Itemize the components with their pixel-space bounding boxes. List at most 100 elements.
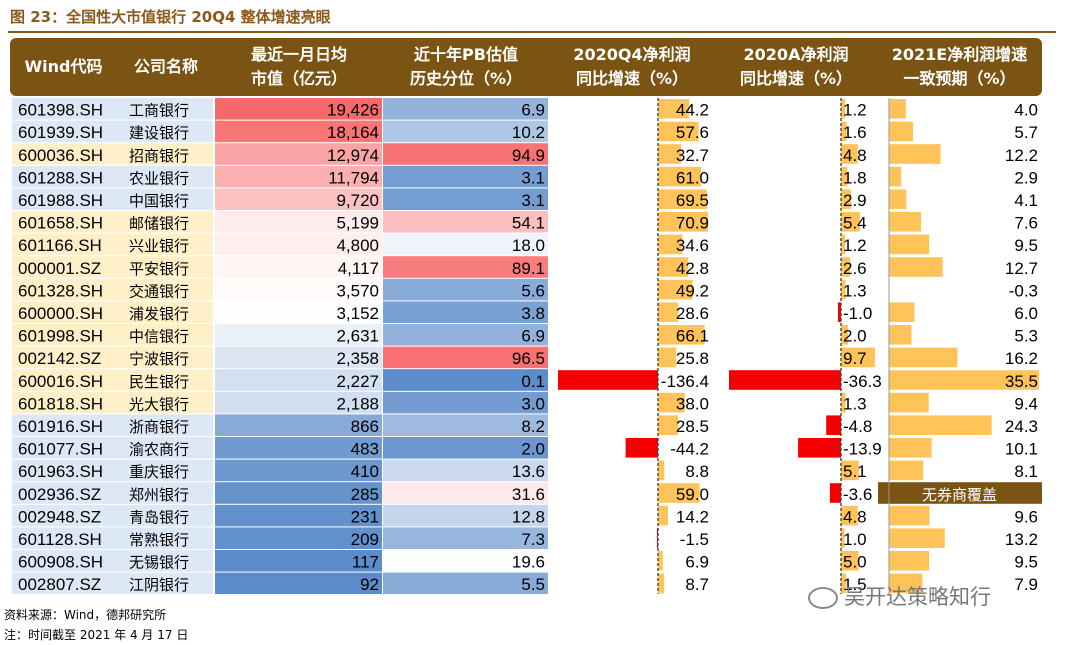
cell-q4: 42.8 [676,259,709,278]
pb-cell [383,324,548,346]
a-bar [841,347,875,368]
cell-mktcap: 231 [351,507,379,526]
cell-q4: -136.4 [661,372,709,391]
column-header: 最近一月日均 [251,45,347,64]
row-label-bg [12,98,213,120]
cell-2021e: 5.7 [1014,123,1038,142]
cell-pb: 94.9 [512,146,545,165]
e2021-bar [889,505,930,526]
row-label-bg [12,482,213,504]
q4-bar [658,166,702,187]
cell-2020a: 1.8 [843,168,867,187]
cell-pb: 8.2 [521,417,545,436]
q4-bar [658,189,708,209]
cell-q4: 69.5 [676,191,709,210]
a-bar [841,392,846,413]
cell-code: 600908.SH [18,553,103,572]
a-bar [826,415,841,435]
cell-code: 601818.SH [18,394,103,413]
cell-q4: 25.8 [676,349,709,368]
q4-bar [658,325,705,345]
cell-pb: 96.5 [512,349,545,368]
cell-name: 江阴银行 [129,576,189,594]
mktcap-cell [215,120,382,143]
cell-name: 交通银行 [129,282,189,300]
cell-q4: 28.5 [676,417,709,436]
q4-bar [558,370,658,390]
column-header: 近十年PB估值 [414,45,518,64]
cell-q4: 38.0 [676,394,709,413]
mktcap-cell [215,188,382,210]
a-bar [837,302,841,322]
a-bar [841,121,847,142]
cell-2021e: 12.2 [1005,146,1038,165]
mktcap-cell [215,391,382,414]
cell-2020a: 2.9 [843,191,867,210]
row-label-bg [12,324,213,346]
cell-code: 002948.SZ [18,507,101,526]
column-header: 一致预期（%） [903,69,1015,88]
pb-cell [383,550,548,572]
pb-cell [383,346,548,369]
row-label-bg [12,572,213,594]
cell-pb: 5.6 [521,281,545,300]
title-rule [8,31,1056,33]
cell-mktcap: 483 [351,440,379,459]
pb-cell [383,369,548,391]
cell-q4: 6.9 [685,553,709,572]
cell-mktcap: 285 [351,485,379,504]
e2021-bar [889,166,902,187]
row-label-bg [12,188,213,210]
cell-name: 邮储银行 [129,215,189,233]
mktcap-cell [215,459,382,482]
cell-q4: -44.2 [670,440,709,459]
cell-code: 601963.SH [18,462,103,481]
cell-pb: 13.6 [512,462,545,481]
cell-mktcap: 2,227 [336,372,379,391]
column-header: 历史分位（%） [410,69,522,88]
mktcap-cell [215,504,382,527]
cell-q4: 28.6 [676,304,709,323]
row-label-bg [12,437,213,459]
cell-code: 600000.SH [18,304,103,323]
cell-pb: 10.2 [512,123,545,142]
column-header: 2020A净利润 [744,45,849,64]
cell-mktcap: 92 [360,575,379,594]
cell-2020a: 5.1 [843,462,867,481]
cell-2020a: 9.7 [843,349,867,368]
q4-bar [658,144,682,164]
row-label-bg [12,301,213,323]
cell-code: 601128.SH [18,530,102,549]
pb-cell [383,572,548,594]
a-bar [841,212,860,232]
cell-q4: 44.2 [676,101,709,120]
a-bar [729,370,841,390]
pb-cell [383,211,548,233]
cell-pb: 19.6 [512,553,545,572]
date-note: 注：时间截至 2021 年 4 月 17 日 [4,628,189,642]
a-bar [841,528,845,548]
cell-pb: 31.6 [512,485,545,504]
a-bar [841,144,858,164]
pb-cell [383,188,548,210]
q4-bar [658,392,685,413]
mktcap-cell [215,233,382,256]
cell-code: 601398.SH [18,101,103,120]
cell-2021e: 10.1 [1005,440,1038,459]
cell-q4: 70.9 [676,214,709,233]
mktcap-cell [215,482,382,504]
mktcap-cell [215,369,382,391]
q4-bar [658,551,663,571]
cell-code: 601988.SH [18,191,103,210]
cell-mktcap: 5,199 [336,214,379,233]
cell-mktcap: 4,800 [336,236,379,255]
q4-bar [658,415,679,435]
e2021-bar [889,144,941,164]
cell-pb: 12.8 [512,507,545,526]
cell-name: 渝农商行 [129,441,189,459]
cell-2020a: 1.6 [843,123,867,142]
cell-mktcap: 3,152 [336,304,379,323]
cell-pb: 3.8 [521,304,545,323]
cell-mktcap: 2,631 [336,327,379,346]
cell-code: 601166.SH [18,236,102,255]
